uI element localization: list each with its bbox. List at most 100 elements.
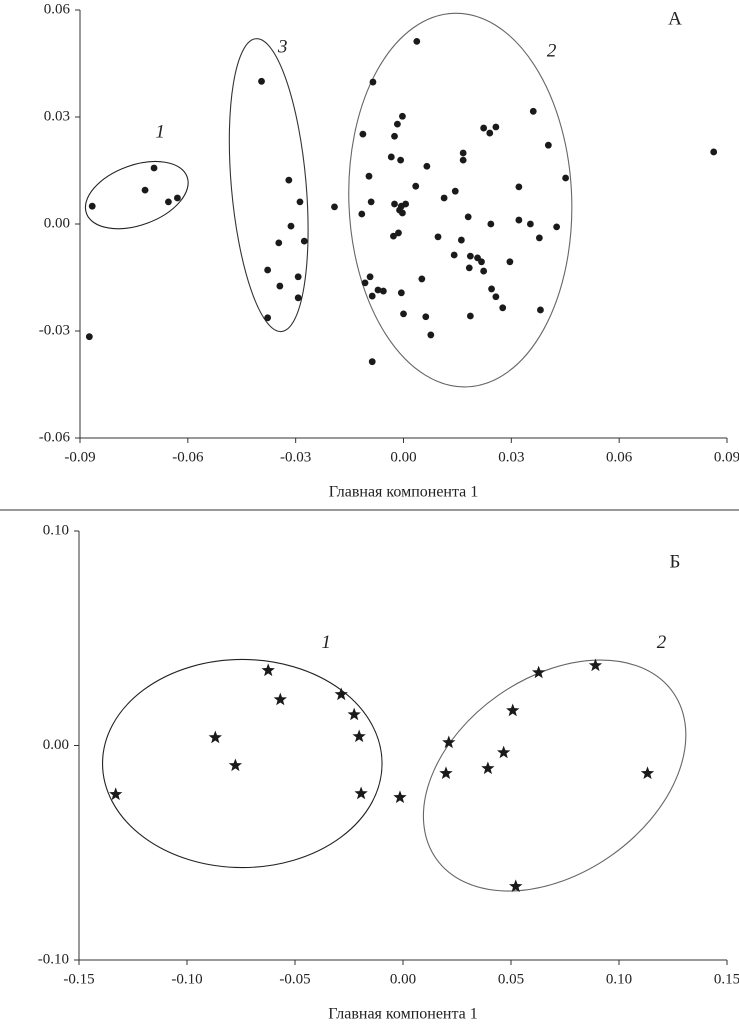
point (361, 279, 369, 287)
x-tick-label: 0.03 (498, 449, 524, 465)
point (402, 200, 410, 208)
y-tick-label: 0.00 (43, 737, 69, 753)
point (544, 141, 552, 149)
point (562, 174, 570, 182)
point (440, 194, 448, 202)
cluster-label: 2 (657, 632, 667, 653)
cluster-ellipse (84, 160, 189, 230)
y-tick-label: -0.03 (39, 322, 70, 338)
star-point (439, 766, 453, 780)
x-axis-title: Главная компонента 1 (328, 1006, 478, 1023)
point (486, 129, 494, 137)
point (499, 304, 507, 312)
point (165, 198, 172, 206)
star-point (352, 729, 366, 743)
x-axis-title: Главная компонента 1 (329, 484, 479, 501)
point (451, 187, 459, 195)
x-tick-label: 0.00 (390, 971, 416, 987)
point (434, 233, 442, 241)
point (287, 222, 295, 230)
cluster-label: 2 (547, 40, 557, 61)
point (276, 282, 284, 290)
point (387, 153, 395, 161)
x-tick-label: -0.10 (171, 971, 202, 987)
y-tick-label: -0.06 (39, 429, 71, 445)
point (537, 306, 544, 314)
panel-label: Б (670, 551, 681, 572)
star-point (497, 745, 511, 759)
point (399, 112, 406, 120)
point (296, 198, 304, 206)
cluster-label: 3 (277, 37, 288, 58)
point (457, 236, 465, 244)
point (174, 194, 181, 202)
star-point (640, 766, 655, 780)
x-tick-label: 0.06 (606, 449, 633, 465)
star-point (588, 658, 603, 672)
star-point (481, 761, 495, 775)
cluster-label: 1 (155, 121, 165, 142)
point (141, 186, 149, 194)
x-tick-label: -0.06 (172, 449, 204, 465)
x-tick-label: -0.15 (63, 971, 94, 987)
point (459, 156, 467, 164)
point (459, 149, 467, 157)
point (391, 132, 398, 140)
y-tick-label: -0.10 (38, 951, 69, 967)
point (264, 314, 272, 322)
point (399, 209, 406, 217)
x-tick-label: 0.05 (498, 971, 524, 987)
point (529, 107, 537, 115)
point (465, 264, 473, 272)
point (85, 333, 93, 341)
cluster-ellipse (228, 38, 309, 333)
point (450, 251, 458, 259)
point (397, 289, 405, 297)
point (422, 313, 430, 321)
point (366, 273, 374, 281)
point (413, 37, 421, 45)
y-tick-label: 0.03 (44, 108, 70, 124)
point (535, 234, 543, 242)
x-tick-label: 0.09 (714, 449, 739, 465)
point (88, 202, 96, 210)
point (464, 213, 472, 221)
point (427, 331, 435, 339)
star-point (261, 663, 275, 677)
y-tick-label: 0.10 (43, 522, 69, 538)
point (331, 203, 338, 211)
star-point (334, 687, 348, 701)
point (397, 156, 405, 164)
cluster-ellipse (422, 659, 687, 892)
cluster-ellipse (101, 658, 383, 869)
y-tick-label: 0.00 (44, 215, 70, 231)
point (526, 220, 534, 228)
point (393, 120, 401, 128)
point (488, 285, 495, 293)
star-point (506, 703, 520, 717)
point (492, 123, 500, 131)
x-tick-label: 0.15 (714, 971, 739, 987)
cluster-label: 1 (321, 632, 331, 653)
point (369, 78, 377, 86)
star-point (228, 758, 243, 772)
point (466, 252, 474, 260)
point (478, 258, 485, 266)
star-point (509, 879, 523, 893)
point (390, 232, 397, 240)
point (368, 358, 376, 366)
point (368, 292, 376, 300)
point (367, 198, 375, 206)
x-tick-label: -0.03 (280, 449, 311, 465)
x-tick-label: -0.05 (279, 971, 310, 987)
point (553, 223, 561, 231)
point (264, 266, 272, 274)
point (379, 287, 387, 295)
point (365, 172, 373, 180)
point (466, 312, 474, 320)
x-tick-label: -0.09 (64, 449, 95, 465)
point (300, 237, 308, 245)
point (400, 310, 407, 318)
point (374, 286, 382, 294)
